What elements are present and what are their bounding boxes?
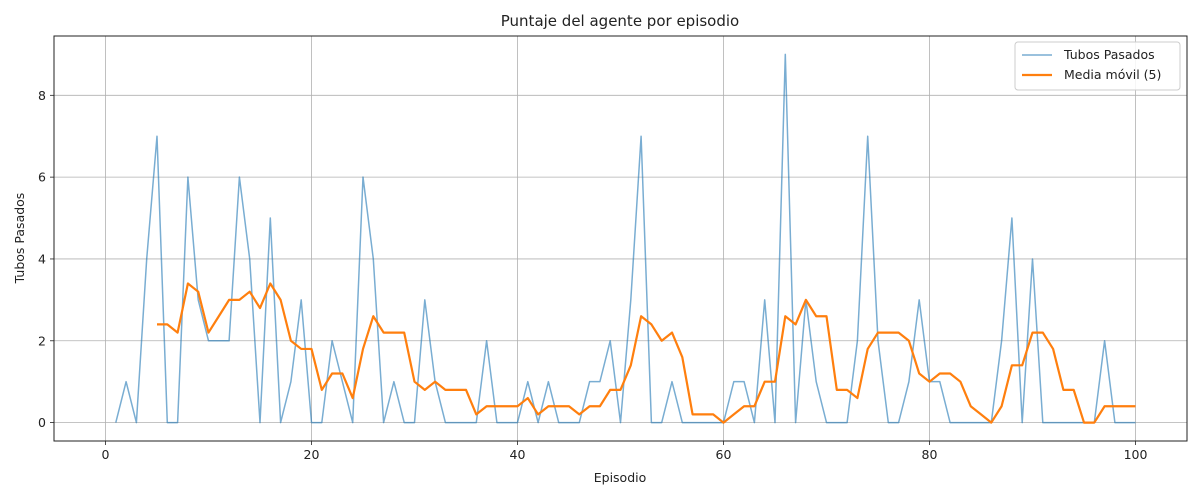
- x-tick-label: 0: [102, 447, 110, 462]
- x-tick-label: 80: [922, 447, 938, 462]
- y-tick-label: 0: [38, 415, 46, 430]
- y-tick-label: 2: [38, 333, 46, 348]
- x-tick-label: 40: [510, 447, 526, 462]
- legend-label-raw: Tubos Pasados: [1063, 47, 1155, 62]
- legend: Tubos Pasados Media móvil (5): [1015, 42, 1180, 90]
- y-tick-label: 8: [38, 88, 46, 103]
- y-tick-label: 4: [38, 251, 46, 266]
- x-tick-label: 60: [716, 447, 732, 462]
- x-tick-label: 20: [304, 447, 320, 462]
- y-axis-label: Tubos Pasados: [12, 193, 27, 285]
- x-axis-label: Episodio: [594, 470, 647, 485]
- chart-title: Puntaje del agente por episodio: [501, 12, 739, 30]
- y-tick-label: 6: [38, 170, 46, 185]
- legend-label-moving-average: Media móvil (5): [1064, 67, 1161, 82]
- x-tick-label: 100: [1124, 447, 1148, 462]
